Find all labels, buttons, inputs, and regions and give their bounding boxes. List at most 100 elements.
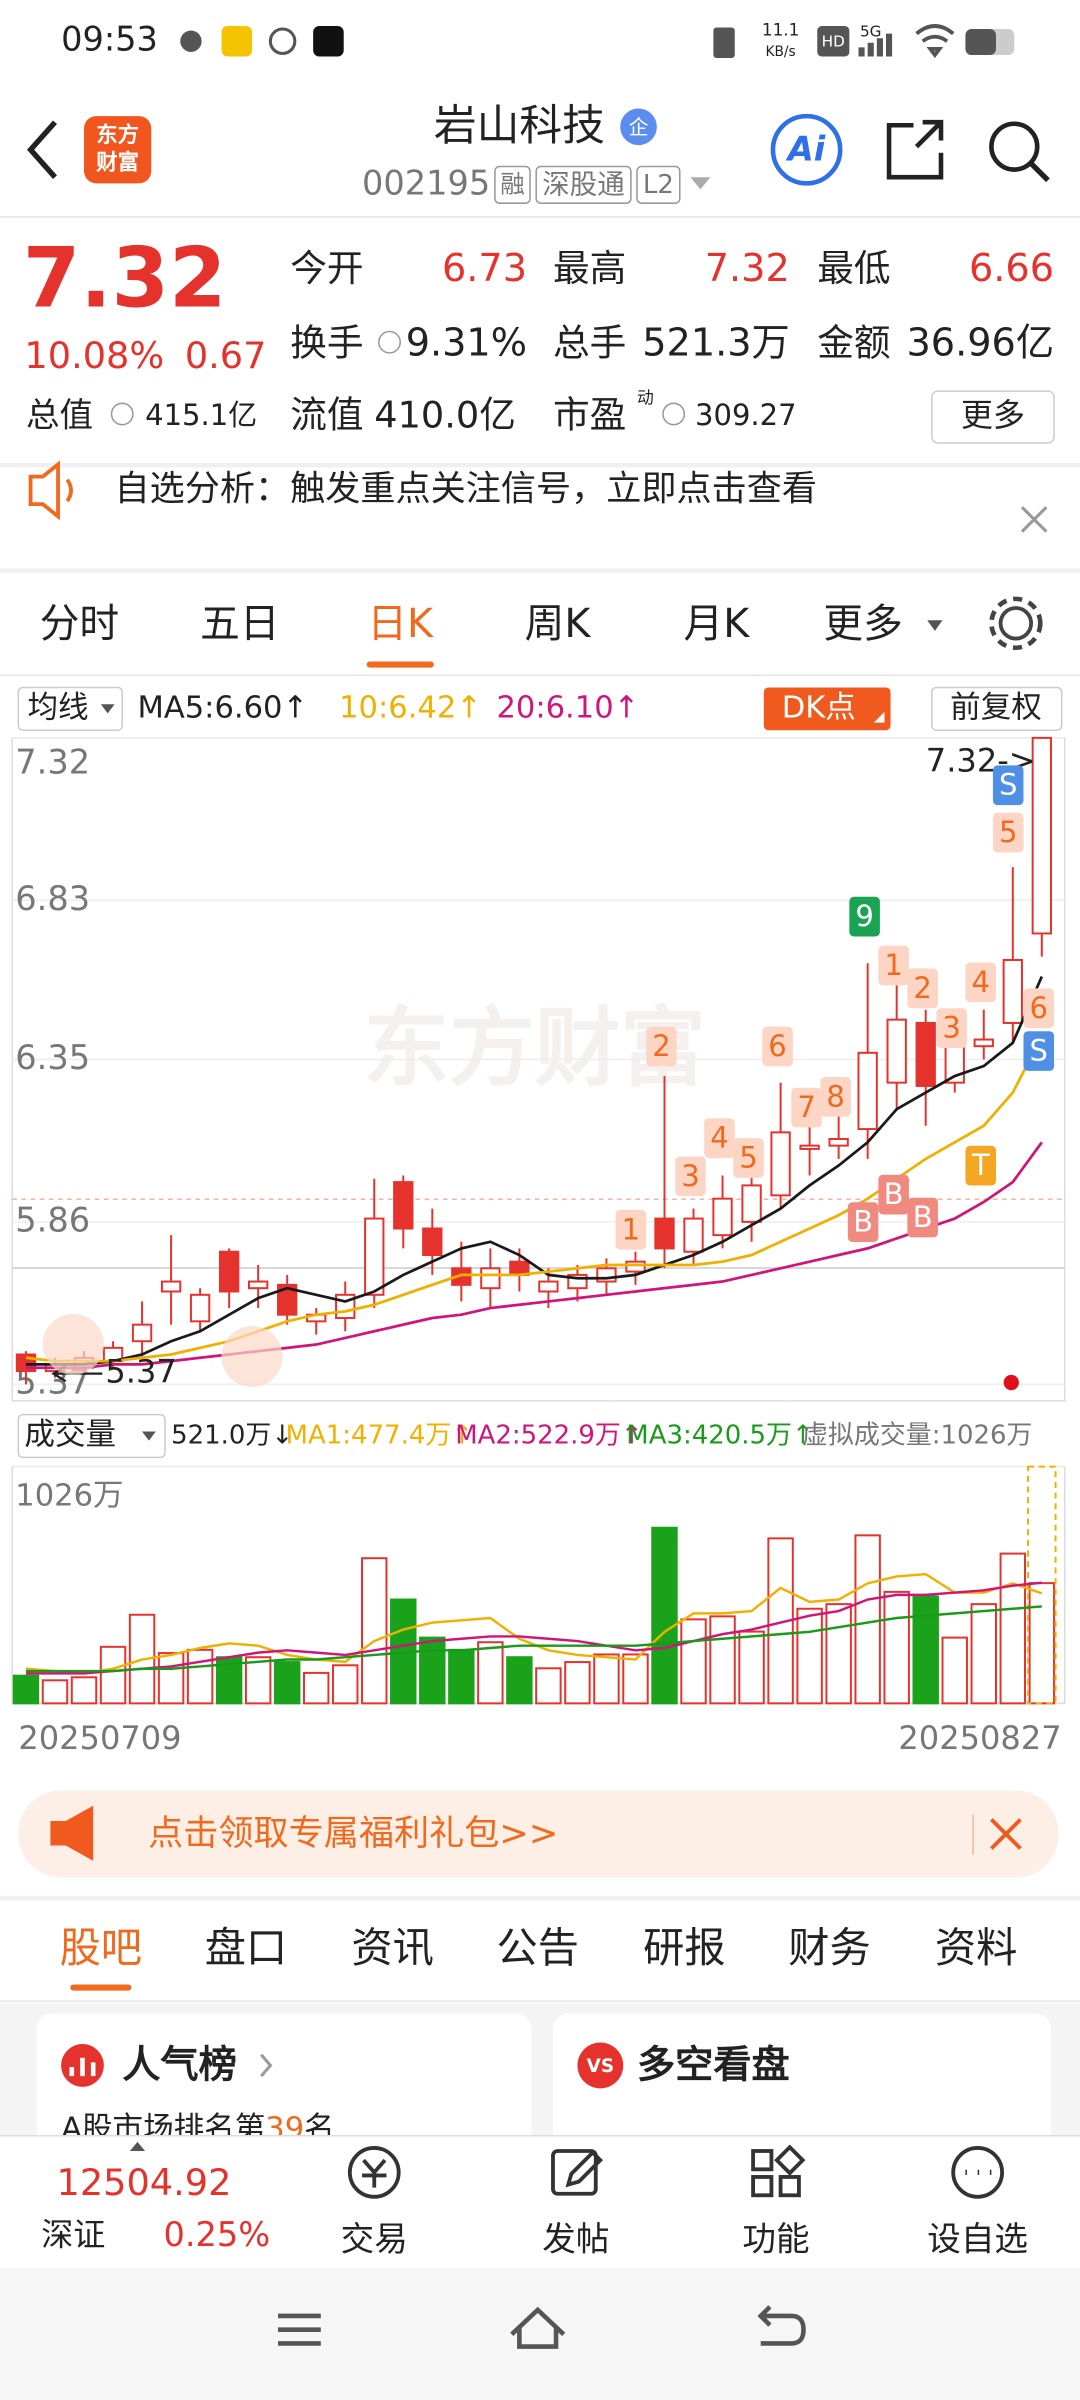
volume-ma-line	[25, 1605, 1042, 1673]
info-icon[interactable]	[110, 402, 134, 426]
candle-body	[277, 1283, 298, 1316]
period-tab[interactable]: 五日	[200, 601, 279, 647]
volume-bar	[506, 1656, 533, 1705]
signal-text: 4	[710, 1121, 728, 1155]
period-tab[interactable]: 周K	[525, 601, 592, 647]
period-tab[interactable]: 日K	[367, 601, 434, 647]
change-pct: 10.08%	[24, 334, 164, 377]
signal-text: 8	[826, 1079, 844, 1113]
home-button[interactable]	[510, 2306, 566, 2349]
y-tick-label: 5.86	[15, 1200, 90, 1239]
signal-badge	[733, 1138, 764, 1178]
volume-bar	[1028, 1582, 1056, 1705]
field-value: 410.0亿	[374, 394, 516, 437]
volume-bar	[912, 1595, 939, 1705]
vs-title: 多空看盘	[637, 2042, 790, 2087]
volume-bar	[796, 1607, 823, 1705]
candle-body	[741, 1184, 762, 1223]
signal-text: B	[913, 1200, 933, 1234]
period-tabs: 分时 五日 日K 周K 月K 更多	[40, 601, 903, 668]
candle-body	[393, 1181, 414, 1230]
content-tab[interactable]: 资讯	[351, 1924, 433, 1972]
volume-bar	[186, 1648, 214, 1705]
volume-bar	[825, 1603, 852, 1705]
index-value[interactable]: 12504.92	[57, 2161, 232, 2204]
signal-text: T	[971, 1148, 990, 1182]
signal-text: 3	[681, 1159, 699, 1193]
menu-button[interactable]	[278, 2313, 321, 2346]
settings-button[interactable]	[989, 596, 1043, 651]
promo-banner[interactable]	[18, 1790, 1059, 1878]
search-button[interactable]	[989, 121, 1040, 172]
volume-bar	[419, 1636, 446, 1705]
tab-underline	[366, 661, 434, 668]
ma-button[interactable]	[17, 686, 123, 731]
signal-text: 6	[768, 1029, 786, 1063]
volume-bar	[332, 1664, 359, 1705]
notice-text[interactable]: 自选分析：触发重点关注信号，立即点击查看	[115, 468, 817, 509]
candle-body	[364, 1217, 385, 1296]
back-button[interactable]	[26, 120, 57, 179]
signal-text: 1	[884, 948, 902, 982]
content-tab[interactable]: 公告	[496, 1924, 578, 1972]
signal-badge	[992, 765, 1024, 806]
field-label: 今开	[290, 247, 363, 290]
signal-badge	[878, 945, 909, 986]
content-tab[interactable]: 财务	[788, 1924, 870, 1972]
notice-close[interactable]	[1020, 506, 1048, 533]
dk-button[interactable]	[763, 687, 891, 731]
nav-icons	[347, 2144, 1005, 2199]
vol-ma1-legend: MA1:477.4万↑	[286, 1421, 473, 1451]
banner-close[interactable]	[990, 1818, 1022, 1850]
tag-box	[494, 165, 531, 204]
more-button[interactable]	[931, 390, 1055, 444]
signal-badge	[1023, 988, 1055, 1029]
rank-card[interactable]	[36, 2013, 532, 2167]
nav-item[interactable]: 发帖	[542, 2220, 609, 2259]
content-tab[interactable]: 盘口	[205, 1924, 287, 1972]
notice-icon	[28, 460, 60, 521]
signal-badge	[907, 968, 938, 1009]
pe-sup: 动	[637, 388, 654, 408]
field-label: 换手	[290, 322, 363, 365]
period-tab[interactable]: 更多	[823, 601, 902, 647]
content-tab[interactable]: 股吧	[60, 1924, 142, 1972]
nav-item[interactable]: 设自选	[927, 2220, 1028, 2259]
signal-badge	[849, 896, 880, 937]
ma-button-text: 均线	[27, 690, 88, 725]
info-icon[interactable]	[378, 330, 401, 354]
vs-card[interactable]	[552, 2013, 1051, 2167]
period-tab[interactable]: 分时	[40, 601, 119, 647]
tag: L2	[643, 170, 674, 200]
signal-text: 5	[999, 815, 1017, 849]
share-button[interactable]	[886, 119, 944, 180]
ai-button[interactable]	[770, 113, 843, 186]
signal-icon	[858, 33, 893, 57]
nav-item[interactable]: 交易	[341, 2220, 408, 2259]
back-nav-button[interactable]	[757, 2305, 806, 2346]
tag: 融	[500, 170, 524, 199]
signal-text: S	[999, 768, 1017, 802]
signal-badge	[820, 1077, 851, 1117]
signal-text: B	[884, 1177, 904, 1211]
ma10-legend: 10:6.42↑	[339, 690, 482, 725]
hd-badge	[817, 25, 850, 57]
dropdown[interactable]	[690, 177, 711, 190]
volume-chart: 1026万	[12, 1465, 1065, 1705]
candle-body	[1031, 736, 1052, 935]
volume-button[interactable]	[17, 1413, 166, 1459]
signal-badge	[936, 1008, 967, 1048]
volume-bar	[448, 1648, 475, 1705]
signal-text: 7	[797, 1090, 815, 1124]
field-label: 流值	[290, 394, 363, 437]
ma20-legend: 20:6.10↑	[496, 690, 639, 725]
adjust-button[interactable]	[931, 686, 1063, 731]
ma-line	[25, 1141, 1043, 1370]
content-tab[interactable]: 资料	[935, 1924, 1017, 1972]
period-tab[interactable]: 月K	[684, 601, 751, 647]
separator	[0, 568, 1080, 573]
nav-item[interactable]: 功能	[742, 2220, 809, 2259]
tag-box	[636, 165, 681, 204]
content-tab[interactable]: 研报	[643, 1924, 725, 1972]
info-icon[interactable]	[662, 402, 686, 426]
